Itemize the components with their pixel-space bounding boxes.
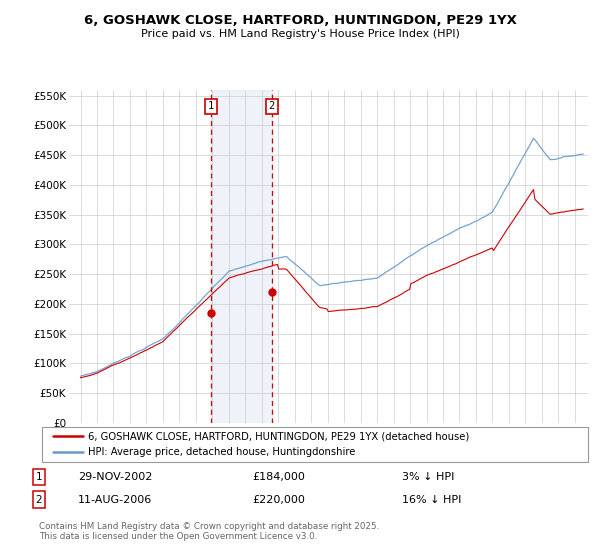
Text: £220,000: £220,000 xyxy=(252,494,305,505)
Text: 11-AUG-2006: 11-AUG-2006 xyxy=(78,494,152,505)
Text: 29-NOV-2002: 29-NOV-2002 xyxy=(78,472,152,482)
Text: 2: 2 xyxy=(269,101,275,111)
Text: 1: 1 xyxy=(35,472,43,482)
Text: Price paid vs. HM Land Registry's House Price Index (HPI): Price paid vs. HM Land Registry's House … xyxy=(140,29,460,39)
Text: 2: 2 xyxy=(35,494,43,505)
Text: 1: 1 xyxy=(208,101,214,111)
Text: 6, GOSHAWK CLOSE, HARTFORD, HUNTINGDON, PE29 1YX (detached house): 6, GOSHAWK CLOSE, HARTFORD, HUNTINGDON, … xyxy=(88,431,470,441)
FancyBboxPatch shape xyxy=(42,427,588,462)
Text: 16% ↓ HPI: 16% ↓ HPI xyxy=(402,494,461,505)
Text: HPI: Average price, detached house, Huntingdonshire: HPI: Average price, detached house, Hunt… xyxy=(88,447,356,458)
Text: 6, GOSHAWK CLOSE, HARTFORD, HUNTINGDON, PE29 1YX: 6, GOSHAWK CLOSE, HARTFORD, HUNTINGDON, … xyxy=(83,14,517,27)
Text: 3% ↓ HPI: 3% ↓ HPI xyxy=(402,472,454,482)
Text: £184,000: £184,000 xyxy=(252,472,305,482)
Bar xyxy=(211,90,272,423)
Text: Contains HM Land Registry data © Crown copyright and database right 2025.
This d: Contains HM Land Registry data © Crown c… xyxy=(39,522,379,542)
